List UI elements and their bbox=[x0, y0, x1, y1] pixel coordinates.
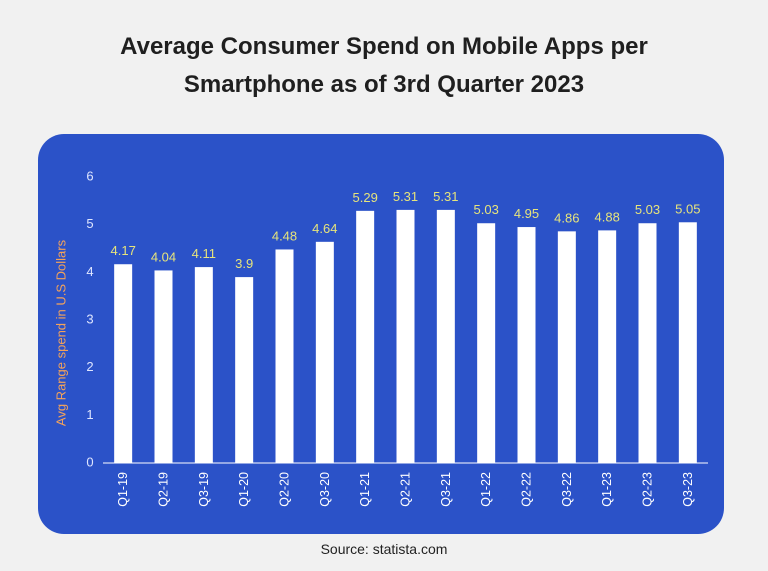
chart-title: Average Consumer Spend on Mobile Apps pe… bbox=[120, 33, 648, 98]
bar bbox=[194, 267, 213, 463]
x-tick-label: Q1-22 bbox=[479, 472, 493, 507]
y-tick-label: 4 bbox=[86, 264, 93, 279]
x-tick-label: Q3-19 bbox=[197, 472, 211, 507]
y-tick-label: 6 bbox=[86, 168, 93, 183]
x-tick-label: Q2-21 bbox=[399, 472, 413, 507]
bar bbox=[517, 227, 536, 463]
x-tick-label: Q1-23 bbox=[600, 472, 614, 507]
bar bbox=[275, 249, 294, 463]
bar bbox=[154, 270, 173, 463]
bar bbox=[678, 222, 697, 463]
x-tick-label: Q3-20 bbox=[318, 472, 332, 507]
value-label: 4.17 bbox=[111, 243, 136, 258]
x-tick-label: Q2-19 bbox=[157, 472, 171, 507]
bar bbox=[598, 230, 617, 463]
bar bbox=[477, 223, 496, 463]
value-label: 4.86 bbox=[554, 210, 579, 225]
y-axis-title: Avg Range spend in U.S Dollars bbox=[53, 239, 68, 426]
x-tick-label: Q2-20 bbox=[278, 472, 292, 507]
value-label: 4.48 bbox=[272, 228, 297, 243]
source: Source: statista.com bbox=[320, 541, 448, 557]
x-tick-label: Q3-23 bbox=[681, 472, 695, 507]
x-tick-label: Q1-19 bbox=[116, 472, 130, 507]
bar bbox=[235, 277, 254, 463]
value-label: 4.88 bbox=[595, 209, 620, 224]
y-tick-label: 0 bbox=[86, 454, 93, 469]
value-label: 4.64 bbox=[312, 221, 337, 236]
bar bbox=[114, 264, 133, 463]
value-label: 4.11 bbox=[192, 246, 216, 261]
y-tick-label: 2 bbox=[86, 359, 93, 374]
x-tick-label: Q2-23 bbox=[641, 472, 655, 507]
bar bbox=[557, 231, 576, 463]
value-label: 5.05 bbox=[675, 201, 700, 216]
bar bbox=[396, 209, 415, 463]
value-label: 4.95 bbox=[514, 206, 539, 221]
value-label: 5.29 bbox=[353, 190, 378, 205]
x-tick-label: Q2-22 bbox=[520, 472, 534, 507]
panel bbox=[38, 134, 724, 534]
bar bbox=[638, 223, 657, 463]
value-label: 5.03 bbox=[474, 202, 499, 217]
value-label: 5.31 bbox=[393, 189, 418, 204]
value-label: 5.31 bbox=[433, 189, 458, 204]
bar bbox=[315, 241, 334, 463]
y-tick-label: 5 bbox=[86, 216, 93, 231]
x-tick-label: Q3-22 bbox=[560, 472, 574, 507]
x-tick-label: Q3-21 bbox=[439, 472, 453, 507]
bar bbox=[436, 209, 455, 463]
y-tick-label: 1 bbox=[86, 407, 93, 422]
value-label: 4.04 bbox=[151, 249, 176, 264]
value-label: 3.9 bbox=[235, 256, 253, 271]
x-tick-label: Q1-20 bbox=[237, 472, 251, 507]
x-tick-label: Q1-21 bbox=[358, 472, 372, 507]
bar bbox=[356, 210, 375, 463]
value-label: 5.03 bbox=[635, 202, 660, 217]
y-tick-label: 3 bbox=[86, 311, 93, 326]
